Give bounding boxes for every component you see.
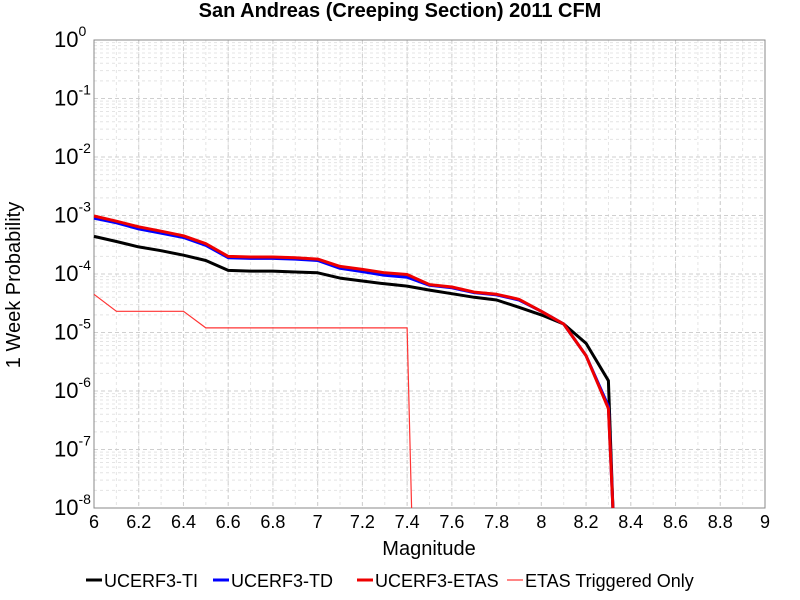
series-layer <box>93 214 615 509</box>
legend-label: UCERF3-TD <box>231 571 333 591</box>
y-tick-labels: 100 10-1 10-2 10-3 10-4 10-5 10-6 10-7 10-8 <box>54 23 91 520</box>
x-tick-label: 8.8 <box>708 512 733 532</box>
chart-title: San Andreas (Creeping Section) 2011 CFM <box>199 0 602 22</box>
y-tick-label: 10-7 <box>54 433 91 462</box>
x-tick-label: 6 <box>89 512 99 532</box>
x-tick-label: 8.2 <box>574 512 599 532</box>
y-tick-label: 10-4 <box>54 257 91 286</box>
plot-frame <box>93 39 766 509</box>
y-tick-label: 10-8 <box>54 491 91 520</box>
legend-label: UCERF3-TI <box>104 571 198 591</box>
x-tick-label: 6.4 <box>171 512 196 532</box>
y-tick-label: 100 <box>54 23 86 52</box>
x-tick-label: 7.6 <box>439 512 464 532</box>
legend-label: ETAS Triggered Only <box>525 571 694 591</box>
y-tick-label: 10-5 <box>54 316 91 345</box>
x-tick-label: 7.8 <box>484 512 509 532</box>
y-tick-label: 10-2 <box>54 140 91 169</box>
series-line-etas-triggered-only <box>93 293 413 509</box>
legend-label: UCERF3-ETAS <box>375 571 499 591</box>
x-tick-label: 7.4 <box>395 512 420 532</box>
y-tick-label: 10-3 <box>54 199 91 228</box>
x-tick-label: 6.6 <box>216 512 241 532</box>
x-tick-label: 8.6 <box>663 512 688 532</box>
series-line-ucerf3-ti <box>93 234 615 509</box>
series-line-ucerf3-etas <box>93 214 615 509</box>
x-tick-labels: 6 6.2 6.4 6.6 6.8 7 7.2 7.4 7.6 7.8 8 8.2 8.4 8.6 8.8 9 <box>89 512 770 532</box>
x-tick-label: 9 <box>760 512 770 532</box>
x-tick-label: 8.4 <box>618 512 643 532</box>
x-tick-label: 6.2 <box>126 512 151 532</box>
x-tick-label: 8 <box>536 512 546 532</box>
x-axis-label: Magnitude <box>382 538 475 560</box>
y-tick-label: 10-1 <box>54 82 91 111</box>
y-tick-label: 10-6 <box>54 374 91 403</box>
x-tick-label: 7.2 <box>350 512 375 532</box>
x-tick-label: 6.8 <box>260 512 285 532</box>
x-tick-label: 7 <box>313 512 323 532</box>
legend: UCERF3-TI UCERF3-TD UCERF3-ETAS ETAS Trigge… <box>86 571 694 591</box>
y-axis-label: 1 Week Probability <box>3 202 25 368</box>
